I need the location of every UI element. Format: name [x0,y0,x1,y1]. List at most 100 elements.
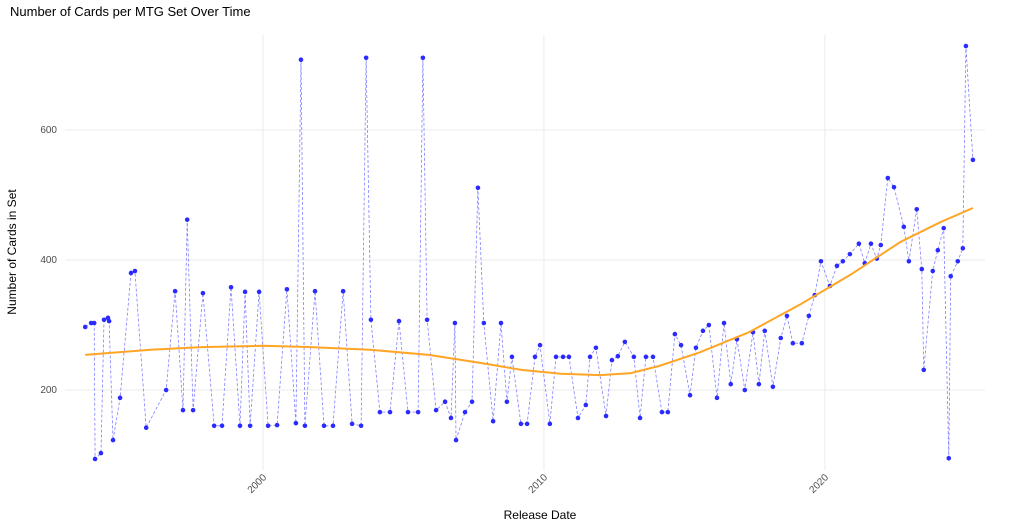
data-point [368,317,374,323]
data-point [553,354,559,360]
data-point [469,399,475,405]
data-point [948,273,954,279]
data-point [163,387,169,393]
data-point [211,423,217,429]
data-point [806,313,812,319]
x-axis-title: Release Date [504,508,577,522]
data-point [405,409,411,415]
data-point [818,258,824,264]
data-point [532,354,538,360]
data-point [110,437,116,443]
data-point [799,340,805,346]
data-point [615,353,621,359]
data-point [475,185,481,191]
data-point [583,402,589,408]
data-point [452,320,458,326]
data-point [190,407,196,413]
data-point [721,320,727,326]
data-point [742,387,748,393]
data-point [714,395,720,401]
data-point [128,270,134,276]
data-point [184,217,190,222]
data-point [955,258,961,264]
data-point [442,399,448,405]
data-point [770,384,776,390]
data-point [143,425,149,431]
x-tick-label: 2020 [807,472,831,496]
data-point [117,395,123,401]
data-point [678,342,684,348]
data-point [132,268,138,274]
data-point [609,357,615,363]
data-point [921,367,927,373]
data-point [603,413,609,419]
data-point [593,345,599,351]
data-point [424,317,430,323]
x-tick-label: 2000 [246,472,270,496]
data-point [537,342,543,348]
data-point [919,266,925,272]
data-point [891,184,897,190]
data-point [693,345,699,351]
data-point [631,354,637,360]
data-point [935,247,941,253]
data-point [868,241,874,247]
data-point [914,206,920,212]
data-point [242,289,248,295]
data-point [101,317,107,323]
data-point [172,288,178,294]
data-point [518,421,524,427]
data-point [415,409,421,415]
data-point [462,409,468,415]
data-point [92,456,98,462]
data-point [284,286,290,292]
data-point [448,415,454,421]
data-point [790,340,796,346]
data-point [834,263,840,269]
data-point [256,289,262,295]
data-point [706,322,712,328]
data-point [420,55,426,61]
data-point [778,335,784,341]
data-point [728,381,734,387]
x-tick-label: 2010 [527,472,551,496]
trend-line [85,207,974,377]
data-point [481,320,487,326]
data-point [930,268,936,274]
data-point [377,409,383,415]
y-tick-label: 400 [40,255,57,266]
data-point [970,157,976,163]
data-point [643,354,649,360]
data-point [340,288,346,294]
data-point [349,421,355,427]
data-point [840,258,846,264]
data-point [82,324,88,330]
data-point [946,455,952,461]
data-point [433,407,439,413]
data-point [960,245,966,251]
y-tick-label: 600 [40,125,57,136]
data-point [396,318,402,324]
data-point [587,354,593,360]
data-point [847,251,853,257]
data-point [878,242,884,248]
data-point [560,354,566,360]
data-point [293,420,299,426]
data-point [498,320,504,326]
data-point [504,399,510,405]
data-point [237,423,243,429]
data-point [247,423,253,429]
data-point [784,313,790,319]
data-point [575,415,581,421]
data-point [228,284,234,290]
data-point [321,423,327,429]
data-point [330,423,336,429]
data-point [659,409,665,415]
data-point [453,437,459,443]
data-point [547,421,553,427]
data-point [906,258,912,264]
data-point [687,392,693,398]
data-point [387,409,393,415]
data-point [312,288,318,294]
